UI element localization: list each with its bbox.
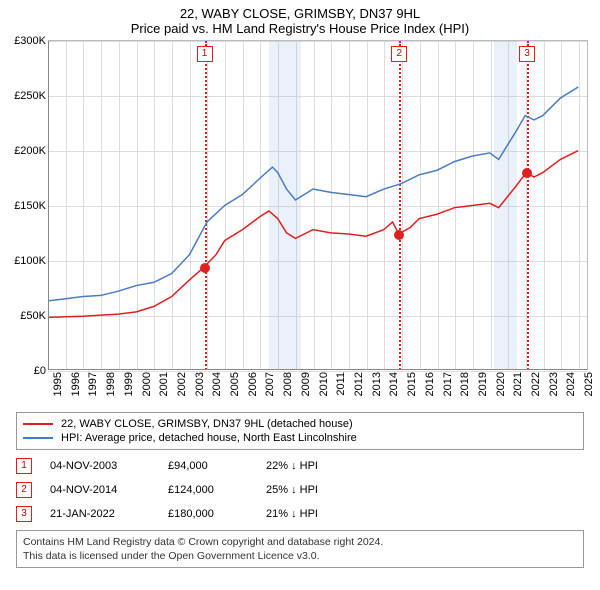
legend-label: HPI: Average price, detached house, Nort… (61, 432, 357, 444)
line-series-svg (48, 41, 587, 370)
y-tick-label: £150K (2, 200, 46, 212)
footer-line: This data is licensed under the Open Gov… (23, 549, 577, 563)
event-date: 04-NOV-2014 (50, 484, 150, 496)
legend-item: HPI: Average price, detached house, Nort… (23, 431, 577, 445)
event-diff: 25% ↓ HPI (266, 484, 318, 496)
footer-line: Contains HM Land Registry data © Crown c… (23, 535, 577, 549)
footer-attribution: Contains HM Land Registry data © Crown c… (16, 530, 584, 568)
event-price: £124,000 (168, 484, 248, 496)
y-tick-label: £200K (2, 145, 46, 157)
chart-container: 22, WABY CLOSE, GRIMSBY, DN37 9HL Price … (0, 0, 600, 590)
y-axis (48, 41, 49, 370)
legend-label: 22, WABY CLOSE, GRIMSBY, DN37 9HL (detac… (61, 418, 353, 430)
y-tick-label: £0 (2, 365, 46, 377)
legend-swatch (23, 423, 53, 425)
y-tick-label: £300K (2, 35, 46, 47)
event-marker-box: 2 (16, 482, 32, 498)
event-date: 21-JAN-2022 (50, 508, 150, 520)
event-marker-box: 3 (16, 506, 32, 522)
series-line (48, 87, 578, 301)
x-tick-label: 2025 (583, 372, 600, 396)
event-row: 2 04-NOV-2014 £124,000 25% ↓ HPI (16, 478, 584, 502)
chart-subtitle: Price paid vs. HM Land Registry's House … (0, 21, 600, 40)
legend-item: 22, WABY CLOSE, GRIMSBY, DN37 9HL (detac… (23, 417, 577, 431)
event-price: £94,000 (168, 460, 248, 472)
event-diff: 22% ↓ HPI (266, 460, 318, 472)
event-row: 1 04-NOV-2003 £94,000 22% ↓ HPI (16, 454, 584, 478)
plot-area: £0£50K£100K£150K£200K£250K£300K123 (48, 40, 588, 370)
legend-swatch (23, 437, 53, 439)
event-date: 04-NOV-2003 (50, 460, 150, 472)
event-marker-box: 1 (16, 458, 32, 474)
y-tick-label: £250K (2, 90, 46, 102)
event-price: £180,000 (168, 508, 248, 520)
series-line (48, 151, 578, 318)
chart-title: 22, WABY CLOSE, GRIMSBY, DN37 9HL (0, 0, 600, 21)
y-tick-label: £100K (2, 255, 46, 267)
y-tick-label: £50K (2, 310, 46, 322)
event-diff: 21% ↓ HPI (266, 508, 318, 520)
event-row: 3 21-JAN-2022 £180,000 21% ↓ HPI (16, 502, 584, 526)
events-table: 1 04-NOV-2003 £94,000 22% ↓ HPI 2 04-NOV… (16, 454, 584, 526)
x-axis-labels: 1995199619971998199920002001200220032004… (48, 370, 588, 406)
legend-box: 22, WABY CLOSE, GRIMSBY, DN37 9HL (detac… (16, 412, 584, 450)
